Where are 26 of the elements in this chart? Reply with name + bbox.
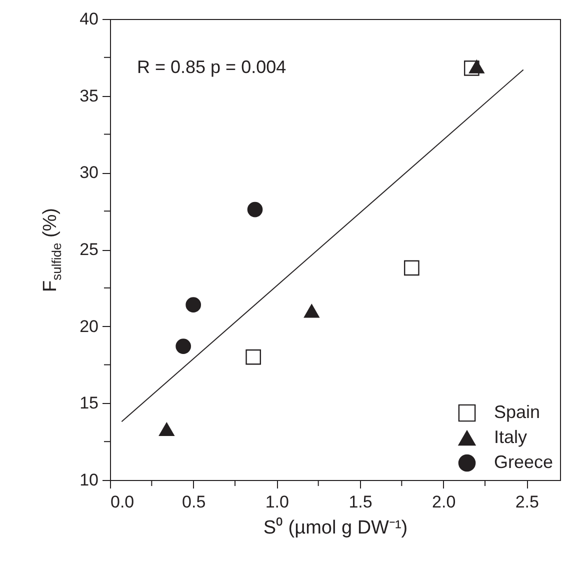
legend-label: Spain	[494, 402, 540, 422]
point	[186, 297, 202, 312]
x-tick-label: 1.5	[348, 492, 372, 512]
point	[158, 422, 174, 436]
point	[247, 202, 263, 218]
y-tick-label: 40	[80, 10, 98, 28]
x-tick-label: 2.5	[515, 492, 539, 512]
legend-label: Italy	[494, 427, 528, 447]
y-tick-label: 10	[80, 470, 98, 490]
point	[304, 304, 320, 318]
legend-label: Greece	[494, 452, 554, 472]
x-tick-label: 2.0	[432, 492, 456, 512]
x-tick-label: 0.0	[110, 492, 134, 512]
x-tick-label: 0.5	[182, 492, 206, 512]
point	[468, 60, 484, 74]
y-tick-label: 25	[80, 240, 98, 259]
y-tick-label: 20	[80, 316, 98, 336]
y-tick-label: 35	[80, 86, 98, 106]
y-tick-label: 30	[80, 163, 98, 182]
x-tick-label: 1.0	[265, 492, 289, 512]
x-axis-title: S⁰ (µmol g DW⁻¹)	[263, 516, 408, 538]
point	[404, 260, 420, 276]
y-tick-label: 15	[80, 394, 98, 413]
annotation: R = 0.85 p = 0.004	[137, 57, 286, 77]
point	[246, 349, 262, 365]
point	[176, 338, 192, 354]
